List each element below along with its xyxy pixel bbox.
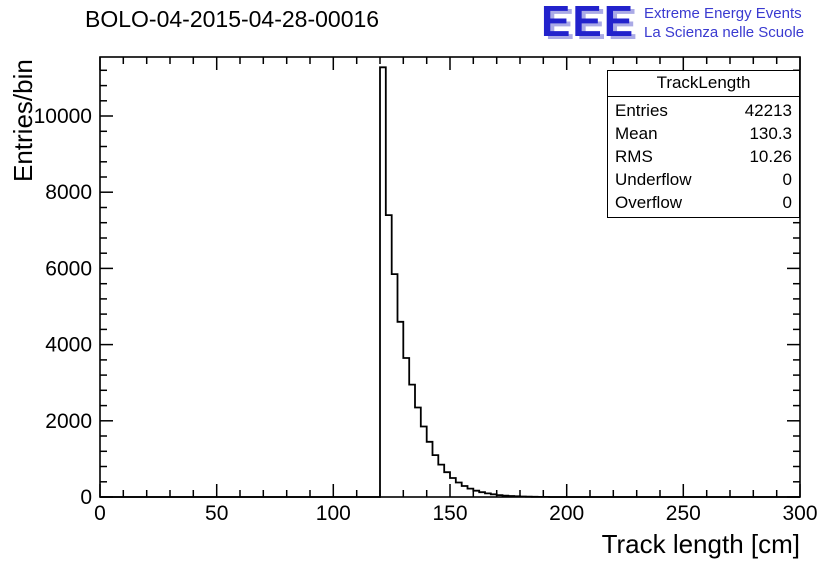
plot-title: BOLO-04-2015-04-28-00016 xyxy=(85,6,380,32)
stats-box: TrackLength Entries 42213 Mean 130.3 RMS… xyxy=(607,70,800,218)
x-tick-label: 50 xyxy=(205,502,228,525)
stats-label: Underflow xyxy=(615,170,692,189)
stats-row: RMS 10.26 xyxy=(608,145,799,168)
stats-row: Overflow 0 xyxy=(608,191,799,214)
y-tick-label: 8000 xyxy=(45,181,92,204)
stats-label: Overflow xyxy=(615,193,683,212)
stats-value: 42213 xyxy=(744,101,792,120)
histogram-line xyxy=(100,66,800,498)
stats-row: Entries 42213 xyxy=(608,99,799,122)
x-tick-label: 200 xyxy=(549,502,584,525)
eee-logo-tagline: Extreme Energy Events La Scienza nelle S… xyxy=(644,0,804,42)
stats-value: 0 xyxy=(782,170,792,189)
eee-tagline-line2: La Scienza nelle Scuole xyxy=(644,24,805,41)
x-tick-label: 150 xyxy=(432,502,467,525)
y-tick-label: 2000 xyxy=(45,410,92,433)
stats-row: Mean 130.3 xyxy=(608,122,799,145)
y-axis-title: Entries/bin xyxy=(8,59,38,182)
eee-logo: EEE Extreme Energy Events La Scienza nel… xyxy=(541,0,804,44)
stats-value: 0 xyxy=(782,193,792,212)
x-tick-label: 250 xyxy=(666,502,701,525)
stats-label: RMS xyxy=(615,147,653,166)
eee-logo-text: EEE xyxy=(541,0,636,46)
stats-value: 130.3 xyxy=(749,124,792,143)
stats-label: Mean xyxy=(615,124,658,143)
stats-row: Underflow 0 xyxy=(608,168,799,191)
y-tick-label: 4000 xyxy=(45,334,92,357)
stats-box-title: TrackLength xyxy=(608,71,799,97)
stats-box-rows: Entries 42213 Mean 130.3 RMS 10.26 Under… xyxy=(608,97,799,217)
stats-label: Entries xyxy=(615,101,668,120)
x-tick-label: 0 xyxy=(94,502,106,525)
y-tick-label: 0 xyxy=(80,486,92,509)
eee-tagline-line1: Extreme Energy Events xyxy=(644,5,802,22)
stats-value: 10.26 xyxy=(749,147,792,166)
x-axis-title: Track length [cm] xyxy=(601,529,800,559)
y-tick-label: 6000 xyxy=(45,257,92,280)
x-tick-label: 100 xyxy=(316,502,351,525)
y-tick-label: 10000 xyxy=(34,105,92,128)
x-tick-label: 300 xyxy=(782,502,817,525)
